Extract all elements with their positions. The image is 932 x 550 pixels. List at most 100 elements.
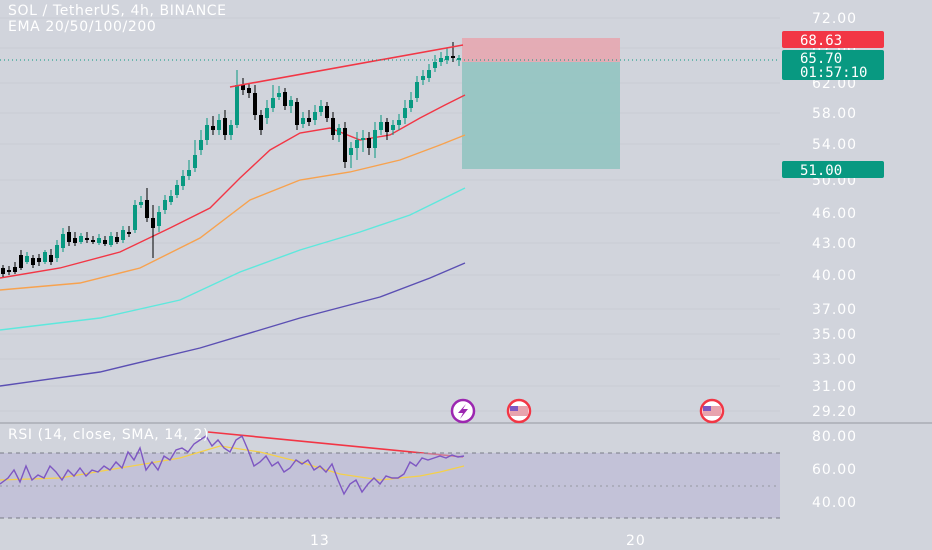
candle xyxy=(151,205,155,258)
rsi-lines xyxy=(0,434,465,496)
candle xyxy=(439,52,443,66)
candle xyxy=(385,118,389,140)
candle xyxy=(433,55,437,72)
current-price-label: 65.70 xyxy=(800,51,842,67)
rsi-tick-label: 80.00 xyxy=(812,429,857,445)
candle xyxy=(43,250,47,264)
candle xyxy=(277,86,281,100)
candle xyxy=(409,92,413,112)
candle xyxy=(67,226,71,246)
candle xyxy=(109,232,113,247)
candle xyxy=(169,190,173,205)
candle xyxy=(307,110,311,126)
ema-lines xyxy=(0,94,466,387)
candle xyxy=(49,249,53,265)
candle xyxy=(7,266,11,275)
risk-reward-tool[interactable] xyxy=(462,38,620,169)
candle xyxy=(85,232,89,243)
candle xyxy=(361,130,365,152)
candle xyxy=(319,100,323,116)
rsi-legend[interactable]: RSI (14, close, SMA, 14, 2) xyxy=(8,427,210,443)
ema-line xyxy=(0,94,466,279)
candle xyxy=(97,234,101,245)
price-tick-label: 72.00 xyxy=(812,11,857,27)
candle xyxy=(73,232,77,246)
candle xyxy=(421,70,425,85)
candle xyxy=(427,64,431,82)
candle xyxy=(313,105,317,125)
ema-line xyxy=(0,187,466,331)
candle xyxy=(337,124,341,142)
time-axis[interactable]: 13 20 xyxy=(310,533,646,549)
take-profit-zone[interactable] xyxy=(462,62,620,169)
us-flag-event-icon[interactable] xyxy=(699,398,725,424)
current-price-badge: 65.70 01:57:10 xyxy=(782,50,884,81)
candle xyxy=(91,236,95,244)
candle xyxy=(391,120,395,135)
bar-countdown-label: 01:57:10 xyxy=(800,65,867,81)
candle xyxy=(139,196,143,208)
rsi-tick-label: 60.00 xyxy=(812,462,857,478)
stop-loss-zone[interactable] xyxy=(462,38,620,62)
target-price-label: 51.00 xyxy=(800,163,842,179)
candle xyxy=(55,240,59,262)
indicator-legend[interactable]: EMA 20/50/100/200 xyxy=(8,19,157,35)
candle xyxy=(205,118,209,145)
candle xyxy=(223,110,227,140)
candle xyxy=(79,233,83,244)
candle xyxy=(283,88,287,110)
candle xyxy=(19,250,23,270)
candle xyxy=(253,85,257,120)
candle xyxy=(247,84,251,98)
candle xyxy=(379,115,383,135)
candle xyxy=(115,232,119,244)
candle xyxy=(121,226,125,243)
candle xyxy=(217,114,221,135)
rsi-trendline[interactable] xyxy=(207,431,464,458)
candle xyxy=(127,226,131,237)
trendlines[interactable] xyxy=(207,44,464,458)
candles xyxy=(1,42,461,277)
candle xyxy=(265,100,269,124)
price-tick-label: 33.00 xyxy=(812,352,857,368)
stop-price-label: 68.63 xyxy=(800,33,842,49)
grid xyxy=(0,17,780,412)
time-tick-label: 20 xyxy=(626,533,646,549)
candle xyxy=(397,114,401,130)
candle xyxy=(331,112,335,140)
us-flag-event-icon[interactable] xyxy=(506,398,532,424)
candle xyxy=(367,132,371,155)
candle xyxy=(103,236,107,246)
candle xyxy=(181,170,185,190)
rsi-tick-label: 40.00 xyxy=(812,495,857,511)
candle xyxy=(289,96,293,113)
candle xyxy=(325,102,329,122)
price-tick-label: 35.00 xyxy=(812,327,857,343)
candle xyxy=(403,100,407,124)
candle xyxy=(235,70,239,128)
symbol-title[interactable]: SOL / TetherUS, 4h, BINANCE xyxy=(8,3,227,19)
target-price-badge: 51.00 xyxy=(782,161,884,179)
rsi-line xyxy=(0,434,465,496)
candle xyxy=(31,255,35,268)
rsi-axis[interactable]: 80.00 60.00 40.00 xyxy=(812,429,857,511)
candle xyxy=(295,98,299,130)
price-tick-label: 43.00 xyxy=(812,236,857,252)
candle xyxy=(61,228,65,252)
candle xyxy=(199,130,203,155)
candle xyxy=(37,254,41,266)
price-trendline[interactable] xyxy=(229,44,464,88)
price-tick-label: 31.00 xyxy=(812,379,857,395)
price-tick-label: 40.00 xyxy=(812,268,857,284)
candle xyxy=(187,160,191,180)
candle xyxy=(193,140,197,172)
candle xyxy=(457,55,461,66)
candle xyxy=(301,112,305,128)
candle xyxy=(451,42,455,62)
price-tick-label: 58.00 xyxy=(812,106,857,122)
price-tick-label: 54.00 xyxy=(812,137,857,153)
candle xyxy=(133,200,137,233)
lightning-event-icon[interactable] xyxy=(450,398,476,424)
